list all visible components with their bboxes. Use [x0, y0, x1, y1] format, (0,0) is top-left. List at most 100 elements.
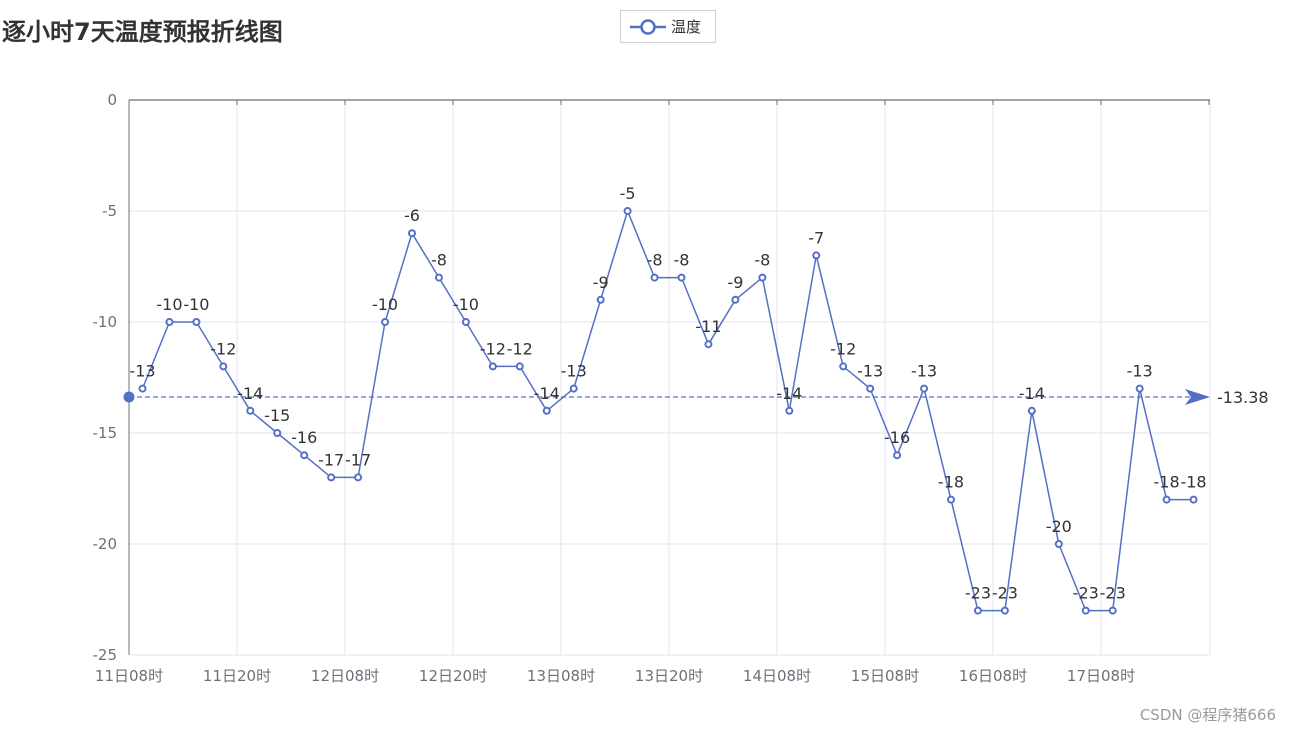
data-label: -14	[776, 384, 802, 403]
x-tick-label: 16日08时	[959, 667, 1027, 685]
data-label: -20	[1046, 517, 1072, 536]
y-tick-label: -25	[93, 646, 118, 664]
data-label: -8	[674, 251, 690, 270]
data-point	[731, 295, 740, 304]
data-point	[1081, 606, 1090, 615]
data-point	[1027, 406, 1036, 415]
data-point	[300, 451, 309, 460]
data-label: -9	[727, 273, 743, 292]
data-label: -23	[1073, 584, 1099, 603]
data-label: -12	[210, 339, 236, 358]
data-point	[758, 273, 767, 282]
legend-line-circle-icon	[630, 18, 666, 35]
data-point	[138, 384, 147, 393]
data-label: -23	[965, 584, 991, 603]
data-label: -18	[1180, 473, 1206, 492]
data-point	[1135, 384, 1144, 393]
chart-title: 逐小时7天温度预报折线图	[2, 18, 283, 46]
watermark: CSDN @程序猪666	[1139, 706, 1276, 724]
data-point	[650, 273, 659, 282]
data-point	[596, 295, 605, 304]
x-tick-label: 11日08时	[95, 667, 163, 685]
data-label: -13	[857, 362, 883, 381]
x-tick-label: 14日08时	[743, 667, 811, 685]
data-point	[219, 362, 228, 371]
data-label: -16	[884, 428, 910, 447]
data-point	[677, 273, 686, 282]
data-point	[1108, 606, 1117, 615]
data-label: -10	[156, 295, 182, 314]
data-label: -6	[404, 206, 420, 225]
data-label: -23	[992, 584, 1018, 603]
x-tick-label: 13日08时	[527, 667, 595, 685]
data-label: -14	[1019, 384, 1045, 403]
data-label: -13	[129, 362, 155, 381]
data-label: -10	[183, 295, 209, 314]
x-tick-label: 11日20时	[203, 667, 271, 685]
data-point	[893, 451, 902, 460]
x-tick-label: 13日20时	[635, 667, 703, 685]
data-label: -23	[1100, 584, 1126, 603]
data-label: -8	[431, 251, 447, 270]
data-label: -12	[830, 339, 856, 358]
data-point	[381, 318, 390, 326]
x-tick-label: 12日20时	[419, 667, 487, 685]
data-label: -5	[620, 184, 636, 203]
data-point	[569, 384, 578, 393]
data-point	[947, 495, 955, 504]
data-label: -17	[345, 450, 371, 469]
average-mark-arrow-icon	[1185, 389, 1210, 406]
data-label: -7	[808, 228, 824, 247]
data-point	[1054, 540, 1063, 548]
data-point	[488, 362, 497, 371]
data-label: -18	[938, 473, 964, 492]
data-point	[246, 406, 255, 415]
x-tick-label: 17日08时	[1067, 667, 1135, 685]
data-point	[920, 384, 929, 393]
y-tick-label: -15	[93, 424, 118, 442]
data-label: -18	[1154, 473, 1180, 492]
data-point	[812, 251, 821, 260]
data-label: -8	[754, 251, 770, 270]
data-point	[1162, 495, 1171, 504]
data-label: -9	[593, 273, 609, 292]
data-label: -15	[264, 406, 290, 425]
data-point	[542, 406, 551, 415]
data-label: -13	[1127, 362, 1153, 381]
data-point	[165, 318, 174, 326]
y-tick-label: -5	[102, 202, 117, 220]
data-point	[704, 340, 713, 349]
data-label: -14	[534, 384, 560, 403]
data-point	[408, 229, 416, 238]
data-label: -12	[480, 339, 506, 358]
data-point	[434, 273, 443, 282]
legend-label: 温度	[671, 18, 702, 36]
data-label: -13	[561, 362, 587, 381]
data-point	[515, 362, 524, 371]
y-tick-label: 0	[107, 91, 117, 109]
y-tick-label: -10	[93, 313, 118, 331]
data-label: -11	[695, 317, 721, 336]
data-label: -8	[647, 251, 663, 270]
data-point	[354, 473, 363, 482]
data-label: -10	[453, 295, 479, 314]
y-tick-label: -20	[93, 535, 118, 553]
data-label: -17	[318, 450, 344, 469]
data-label: -13	[911, 362, 937, 381]
data-point	[327, 473, 336, 482]
data-label: -14	[237, 384, 263, 403]
series-line	[141, 210, 1194, 612]
legend[interactable]: 温度	[620, 10, 716, 43]
data-point	[273, 429, 282, 437]
average-mark-label: -13.38	[1217, 388, 1269, 407]
data-point	[785, 406, 794, 415]
data-label: -16	[291, 428, 317, 447]
data-point	[1189, 495, 1198, 504]
average-mark-start-dot	[123, 391, 135, 403]
data-label: -12	[507, 339, 533, 358]
data-point	[192, 318, 201, 326]
data-point	[973, 606, 982, 615]
x-tick-label: 15日08时	[851, 667, 919, 685]
data-point	[461, 318, 470, 326]
